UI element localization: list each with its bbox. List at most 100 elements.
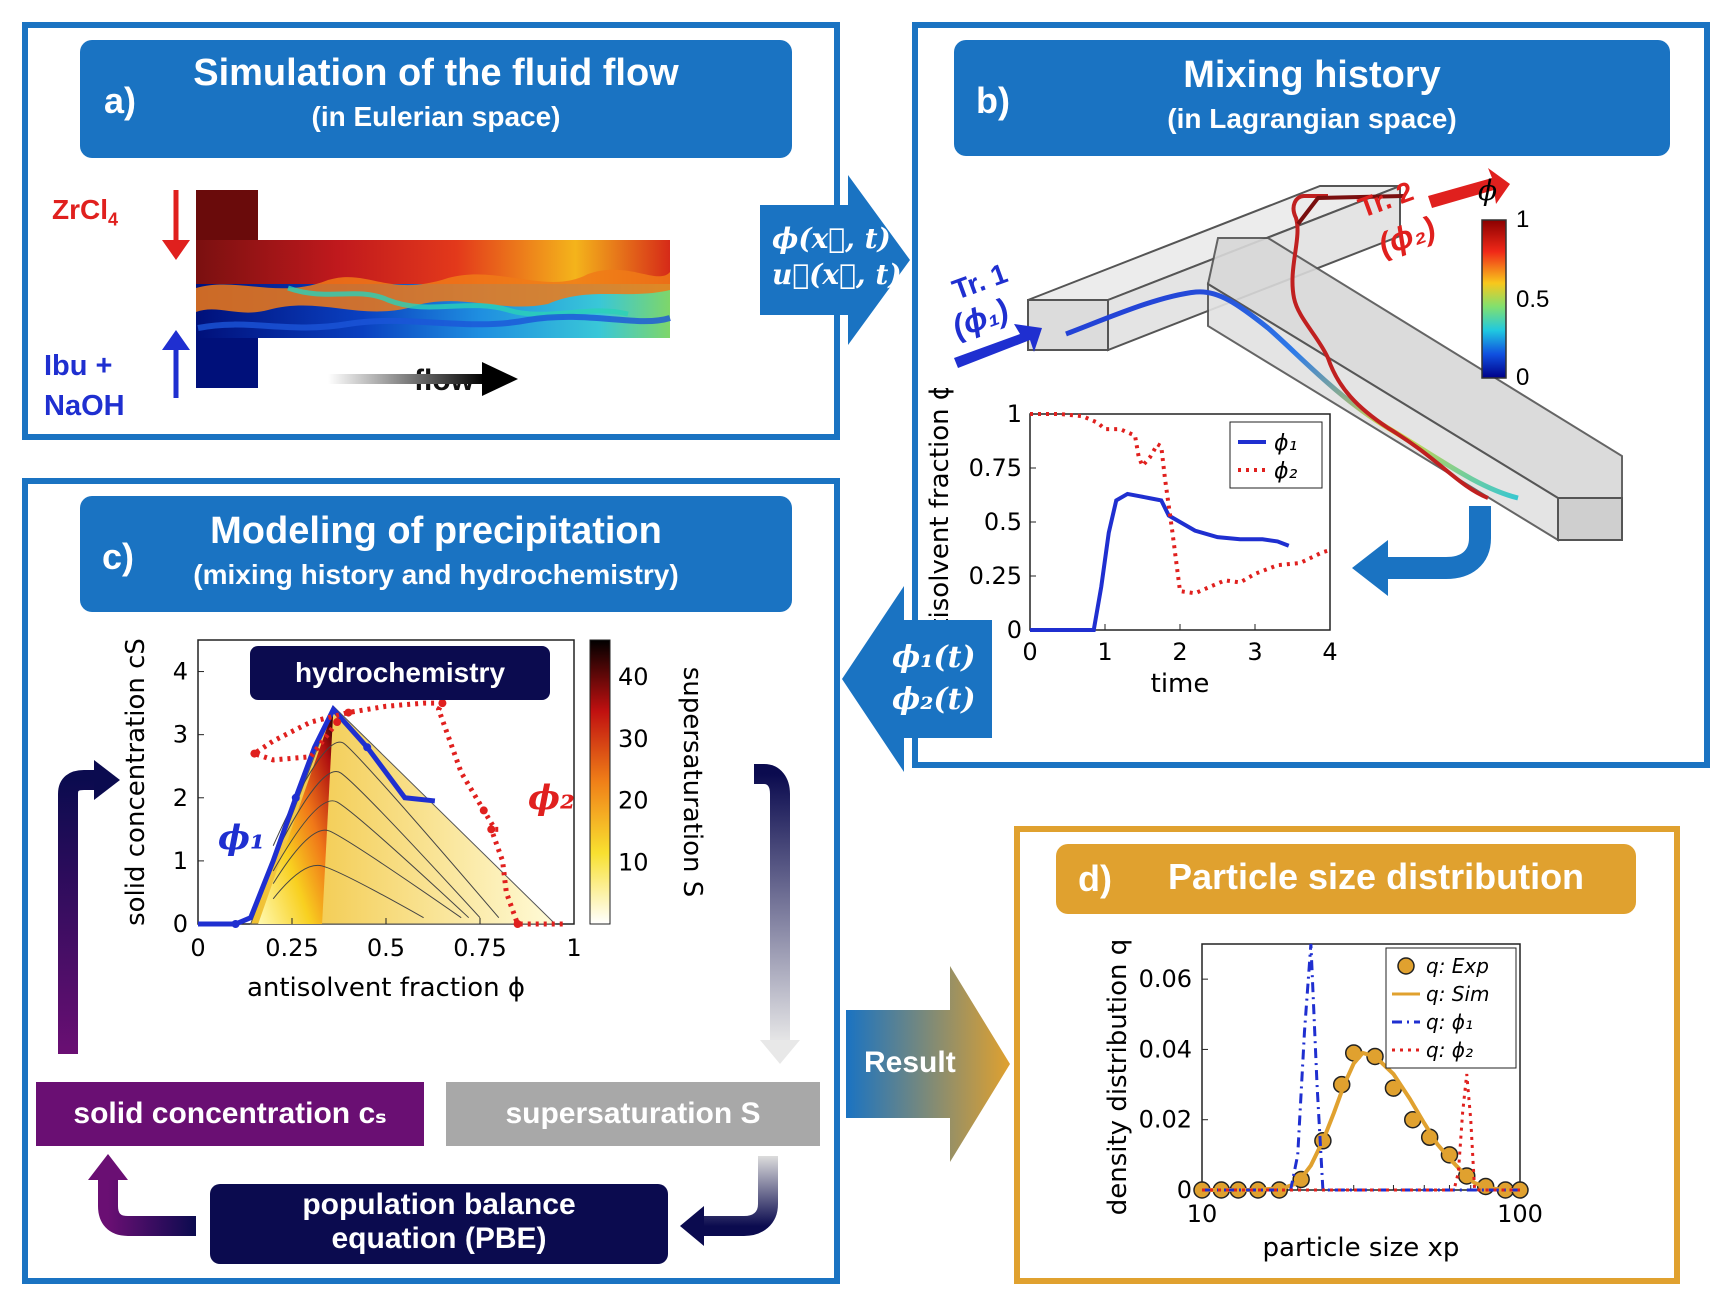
x-tick-label: 0.75 bbox=[453, 934, 506, 962]
y-tick-label: 0 bbox=[1007, 616, 1022, 644]
panel-d-title: Particle size distribution bbox=[1167, 856, 1585, 897]
colorbar bbox=[589, 639, 611, 925]
supersaturation-box: supersaturation S bbox=[446, 1082, 820, 1146]
phi1-label: ϕ₁ bbox=[218, 818, 265, 858]
y-tick-label: 0.04 bbox=[1139, 1035, 1192, 1063]
y-tick-label: 0.75 bbox=[969, 454, 1022, 482]
y-tick-label: 3 bbox=[173, 721, 188, 749]
x-tick-label: 1 bbox=[566, 934, 581, 962]
legend-box bbox=[1229, 421, 1323, 489]
panel-c-header: c) Modeling of precipitation (mixing his… bbox=[80, 496, 792, 612]
series-1-marker bbox=[231, 920, 240, 928]
panel-c: c) Modeling of precipitation (mixing his… bbox=[22, 478, 840, 1284]
series-2-marker bbox=[333, 718, 342, 727]
contour-line-3 bbox=[272, 800, 470, 919]
arrow-a-to-b-line1: ϕ(x⃗, t) bbox=[772, 222, 891, 255]
arrow-b-to-c-line2: ϕ₂(t) bbox=[892, 682, 976, 717]
series-line-3 bbox=[1202, 943, 1520, 1192]
series-line-4 bbox=[1202, 1073, 1520, 1192]
y-tick-label: 0 bbox=[173, 910, 188, 938]
hydrochemistry-badge: hydrochemistry bbox=[250, 646, 550, 700]
y-tick-label: 4 bbox=[173, 658, 188, 686]
x-tick-label: 0.25 bbox=[265, 934, 318, 962]
series-2-marker bbox=[438, 699, 447, 708]
legend-label-3: q: ϕ₁ bbox=[1426, 1010, 1473, 1034]
pbe-box-line2: equation (PBE) bbox=[331, 1222, 547, 1255]
series-2-marker bbox=[479, 806, 488, 815]
series-2-marker bbox=[487, 825, 496, 834]
panel-d: d) Particle size distribution 10 100 0 0.02… bbox=[1014, 826, 1680, 1284]
colorbar-tick-3: 20 bbox=[618, 787, 649, 815]
x-axis-label: antisolvent fraction ϕ bbox=[247, 973, 525, 1003]
x-tick-label: 0 bbox=[1022, 638, 1037, 666]
x-tick-label: 2 bbox=[1172, 638, 1187, 666]
contour-line-4 bbox=[272, 829, 462, 919]
y-tick-label: 0 bbox=[1177, 1176, 1192, 1204]
pbe-box-line1: population balance bbox=[302, 1188, 576, 1221]
series-2-marker bbox=[344, 708, 353, 717]
particle-size-chart: 10 100 0 0.02 0.04 0.06 particle size xp densit… bbox=[1103, 939, 1543, 1263]
panel-d-label: d) bbox=[1078, 858, 1112, 899]
x-tick-label: 0.5 bbox=[367, 934, 405, 962]
y-tick-label: 1 bbox=[1007, 400, 1022, 428]
y-axis-label: density distribution q bbox=[1103, 939, 1133, 1216]
contour-line-2 bbox=[272, 771, 481, 919]
panel-b-header: b) Mixing history (in Lagrangian space) bbox=[954, 40, 1670, 156]
series-2-marker bbox=[250, 749, 259, 758]
series-line-1 bbox=[1030, 491, 1290, 632]
series-line-1 bbox=[198, 705, 436, 927]
series-1-marker bbox=[363, 743, 372, 752]
series-line-2 bbox=[1030, 412, 1331, 596]
channel-3d-figure bbox=[954, 168, 1623, 596]
legend-label-1: ϕ₁ bbox=[1274, 431, 1297, 456]
y-tick-label: 2 bbox=[173, 784, 188, 812]
inlet-bottom-label-2: NaOH bbox=[44, 390, 125, 422]
panel-b-label: b) bbox=[976, 80, 1010, 121]
x-tick-label: 4 bbox=[1322, 638, 1337, 666]
legend-label-2: q: Sim bbox=[1426, 982, 1490, 1006]
panel-d-header: d) Particle size distribution bbox=[1056, 844, 1636, 914]
series-2-marker bbox=[513, 920, 522, 928]
y-axis-label: antisolvent fraction ϕ bbox=[925, 388, 955, 661]
panel-a-label: a) bbox=[104, 80, 137, 121]
y-tick-label: 0.25 bbox=[969, 562, 1022, 590]
inlet-bottom-label-1: Ibu + bbox=[44, 350, 113, 382]
panel-b: b) Mixing history (in Lagrangian space) bbox=[912, 22, 1710, 768]
contour-line-1 bbox=[272, 741, 500, 919]
y-axis-label: solid concentration cS bbox=[121, 638, 151, 926]
arrow-b-to-c-line1: ϕ₁(t) bbox=[892, 640, 976, 675]
pbe-box: population balance equation (PBE) bbox=[210, 1184, 668, 1264]
inlet-top-label: ZrCl4 bbox=[52, 194, 119, 230]
arrow-c-to-d bbox=[846, 966, 1010, 1162]
legend-label-1: q: Exp bbox=[1426, 954, 1489, 978]
panel-a-header: a) Simulation of the fluid flow (in Eule… bbox=[80, 40, 792, 158]
x-axis-label: time bbox=[1151, 669, 1210, 699]
x-tick-label: 10 bbox=[1187, 1200, 1218, 1228]
legend-label-2: ϕ₂ bbox=[1274, 459, 1298, 484]
arrow-a-to-b bbox=[760, 175, 910, 345]
flow-field-figure bbox=[162, 190, 671, 398]
x-tick-label: 0 bbox=[190, 934, 205, 962]
colorbar-tick-1: 40 bbox=[618, 663, 649, 691]
colorbar-tick-4: 10 bbox=[618, 848, 649, 876]
x-axis-label: particle size xp bbox=[1263, 1233, 1460, 1263]
panel-c-subtitle: (mixing history and hydrochemistry) bbox=[193, 559, 679, 590]
arrow-a-to-b-line2: u⃗(x⃗, t) bbox=[772, 258, 902, 291]
loop-arrows bbox=[58, 760, 800, 1246]
mixing-history-chart: 0 1 2 3 4 0 0.25 0.5 0.75 1 time antisolvent fracti… bbox=[925, 388, 1338, 699]
colorbar-tick-2: 30 bbox=[618, 725, 649, 753]
y-tick-label: 0.06 bbox=[1139, 965, 1192, 993]
panel-a: a) Simulation of the fluid flow (in Eule… bbox=[22, 22, 840, 440]
colorbar-b-tick-0: 0 bbox=[1516, 364, 1530, 391]
series-line-2 bbox=[1202, 1050, 1520, 1192]
panel-c-title: Modeling of precipitation bbox=[210, 510, 662, 552]
y-tick-label: 0.02 bbox=[1139, 1106, 1192, 1134]
colorbar-b-label: ϕ bbox=[1478, 174, 1498, 207]
colorbar-b-tick-1: 1 bbox=[1516, 206, 1530, 233]
panel-a-subtitle: (in Eulerian space) bbox=[311, 101, 561, 132]
contour-line-5 bbox=[272, 864, 424, 919]
phi2-label: ϕ₂ bbox=[528, 778, 575, 818]
panel-b-subtitle: (in Lagrangian space) bbox=[1167, 103, 1457, 134]
result-label: Result bbox=[864, 1046, 956, 1079]
y-tick-label: 1 bbox=[173, 847, 188, 875]
